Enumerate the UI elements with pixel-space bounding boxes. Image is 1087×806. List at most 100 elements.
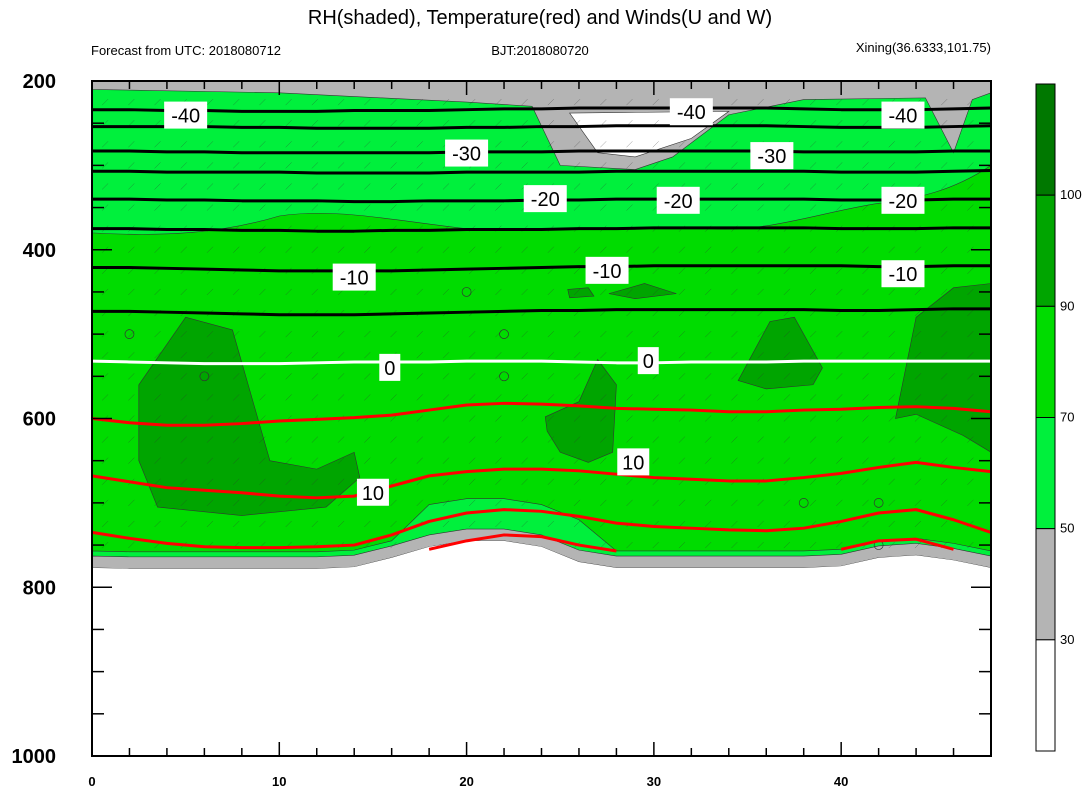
wind-barb (888, 499, 895, 507)
wind-barb (364, 141, 371, 148)
wind-barb (259, 98, 266, 106)
wind-barb (416, 457, 423, 464)
wind-barb (809, 98, 817, 106)
wind-barb (809, 246, 817, 253)
wind-barb (783, 436, 791, 443)
wind-barb (967, 204, 974, 211)
wind-barb (495, 415, 502, 422)
wind-barb (442, 120, 450, 127)
wind-barb (442, 373, 450, 380)
wind-barb (731, 520, 738, 528)
colorbar-box (1035, 83, 1056, 196)
wind-barb (705, 183, 712, 190)
wind-barb (652, 330, 659, 338)
wind-barb (783, 98, 791, 106)
wind-barb (941, 352, 948, 359)
wind-barb (652, 141, 659, 148)
wind-barb (495, 436, 502, 443)
wind-barb (311, 520, 319, 528)
wind-barb (233, 162, 240, 169)
wind-barb (626, 183, 633, 190)
wind-barb (809, 288, 817, 296)
wind-barb (862, 288, 869, 296)
wind-barb (285, 436, 292, 443)
contour-label: -40 (881, 101, 925, 129)
wind-barb (600, 162, 607, 169)
wind-barb (469, 246, 476, 253)
wind-barb (311, 394, 319, 401)
wind-barb (967, 98, 974, 106)
wind-barb (495, 373, 502, 380)
wind-barb (128, 373, 135, 380)
wind-barb (757, 499, 764, 507)
wind-barb (364, 520, 371, 528)
wind-barb (180, 415, 187, 422)
wind-barb (967, 499, 974, 507)
wind-barb (154, 415, 161, 422)
wind-barb (914, 520, 922, 528)
wind-barb (469, 415, 476, 422)
wind-barb (967, 457, 974, 464)
wind-barb (416, 246, 423, 253)
wind-barb (469, 457, 476, 464)
wind-barb (442, 520, 450, 528)
wind-barb (862, 246, 869, 253)
rh-moist-region (737, 316, 823, 390)
wind-barb (967, 183, 974, 190)
wind-barb (442, 394, 450, 401)
wind-barb (416, 352, 423, 359)
wind-barb (783, 457, 791, 464)
wind-barb (101, 541, 109, 549)
wind-barb (495, 162, 502, 169)
wind-barb (783, 499, 791, 507)
contour-label: -20 (881, 186, 925, 214)
temperature-contour (92, 307, 991, 317)
colorbar-label: 50 (1060, 521, 1074, 536)
wind-barb (101, 162, 109, 169)
contour-label-text: -10 (593, 261, 622, 283)
wind-barb (128, 141, 135, 148)
wind-barb (757, 204, 764, 211)
wind-barb (154, 162, 161, 169)
wind-barb (285, 352, 292, 359)
wind-barb (809, 141, 817, 148)
wind-barb (809, 204, 817, 211)
wind-barb (888, 415, 895, 422)
wind-barb (967, 541, 974, 549)
contour-label-text: 0 (384, 358, 395, 380)
wind-barb (128, 352, 135, 359)
wind-barb (888, 330, 895, 338)
wind-barb (678, 352, 686, 359)
wind-barb (416, 183, 423, 190)
wind-barb (914, 373, 922, 380)
wind-barb (128, 246, 135, 253)
wind-barb (836, 499, 843, 507)
wind-barb (836, 183, 843, 190)
wind-barb (233, 457, 240, 464)
wind-barb (888, 352, 895, 359)
wind-barb (285, 98, 292, 106)
wind-barb (705, 541, 712, 549)
wind-barb (809, 183, 817, 190)
y-tick-label: 400 (23, 240, 56, 262)
wind-barb (495, 330, 502, 338)
wind-barb (914, 330, 922, 338)
wind-barb (836, 246, 843, 253)
wind-barb (888, 478, 895, 485)
wind-barb (495, 204, 502, 211)
wind-barb (285, 373, 292, 380)
wind-barb (416, 478, 423, 485)
wind-barb (731, 436, 738, 443)
wind-barb (469, 520, 476, 528)
wind-barb (469, 352, 476, 359)
wind-barb (311, 352, 319, 359)
y-tick-label: 200 (23, 71, 56, 93)
wind-barb (390, 394, 397, 401)
wind-barb (495, 499, 502, 507)
wind-barb (652, 98, 659, 106)
wind-barb (862, 98, 869, 106)
wind-barb (836, 267, 843, 275)
wind-barb (364, 352, 371, 359)
wind-barb (547, 415, 555, 422)
contour-label-box (379, 353, 401, 381)
